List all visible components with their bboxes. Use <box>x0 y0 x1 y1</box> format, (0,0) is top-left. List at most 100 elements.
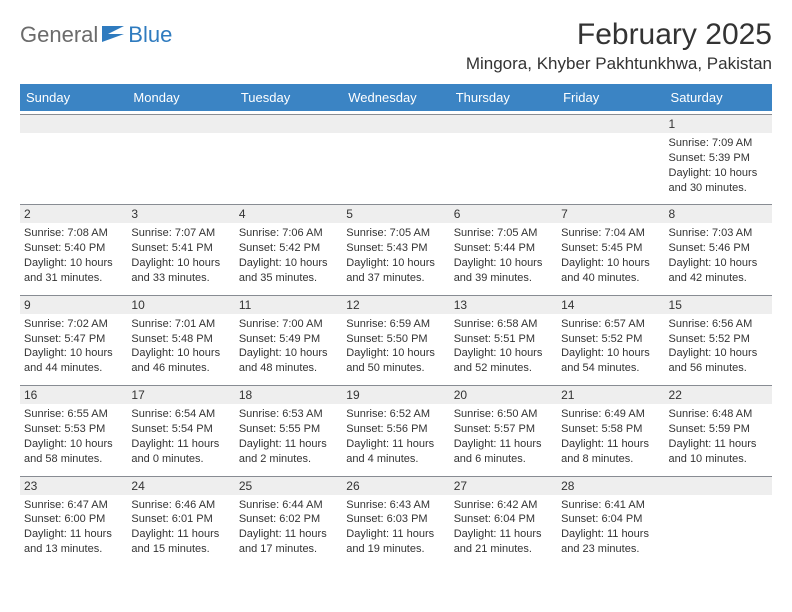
day-number: 21 <box>557 385 664 404</box>
calendar-cell: 17 Sunrise: 6:54 AMSunset: 5:54 PMDayligh… <box>127 382 234 472</box>
sunrise-text: Sunrise: 6:48 AM <box>669 407 768 422</box>
calendar-cell: 23Sunrise: 6:47 AMSunset: 6:00 PMDayligh… <box>20 473 127 563</box>
calendar-cell: 5Sunrise: 7:05 AMSunset: 5:43 PMDaylight… <box>342 201 449 291</box>
day-number: 11 <box>235 295 342 314</box>
daylight-text: Daylight: 11 hours and 8 minutes. <box>561 437 660 467</box>
day-number: 26 <box>342 476 449 495</box>
sunset-text: Sunset: 5:52 PM <box>561 332 660 347</box>
calendar-week: 9Sunrise: 7:02 AMSunset: 5:47 PMDaylight… <box>20 292 772 382</box>
sun-info: Sunrise: 7:09 AMSunset: 5:39 PMDaylight:… <box>669 136 768 195</box>
daylight-text: Daylight: 11 hours and 0 minutes. <box>131 437 230 467</box>
day-number: 14 <box>557 295 664 314</box>
sunset-text: Sunset: 5:50 PM <box>346 332 445 347</box>
daylight-text: Daylight: 10 hours and 48 minutes. <box>239 346 338 376</box>
day-number: 22 <box>665 385 772 404</box>
calendar-cell: 1Sunrise: 7:09 AMSunset: 5:39 PMDaylight… <box>665 111 772 201</box>
weekday-tue: Tuesday <box>235 84 342 111</box>
day-number <box>127 114 234 133</box>
sunset-text: Sunset: 6:04 PM <box>454 512 553 527</box>
daylight-text: Daylight: 11 hours and 15 minutes. <box>131 527 230 557</box>
sunrise-text: Sunrise: 7:01 AM <box>131 317 230 332</box>
calendar-grid: 1Sunrise: 7:09 AMSunset: 5:39 PMDaylight… <box>20 111 772 563</box>
sunset-text: Sunset: 5:49 PM <box>239 332 338 347</box>
daylight-text: Daylight: 11 hours and 13 minutes. <box>24 527 123 557</box>
sunrise-text: Sunrise: 6:46 AM <box>131 498 230 513</box>
daylight-text: Daylight: 10 hours and 35 minutes. <box>239 256 338 286</box>
day-number <box>235 114 342 133</box>
day-number: 2 <box>20 204 127 223</box>
sunrise-text: Sunrise: 6:42 AM <box>454 498 553 513</box>
header: General Blue February 2025 Mingora, Khyb… <box>20 18 772 74</box>
calendar-cell <box>557 111 664 201</box>
daylight-text: Daylight: 11 hours and 4 minutes. <box>346 437 445 467</box>
sun-info: Sunrise: 6:46 AMSunset: 6:01 PMDaylight:… <box>131 498 230 557</box>
calendar-cell <box>20 111 127 201</box>
sun-info: Sunrise: 6:59 AMSunset: 5:50 PMDaylight:… <box>346 317 445 376</box>
sun-info: Sunrise: 6:42 AMSunset: 6:04 PMDaylight:… <box>454 498 553 557</box>
daylight-text: Daylight: 10 hours and 39 minutes. <box>454 256 553 286</box>
sunrise-text: Sunrise: 6:41 AM <box>561 498 660 513</box>
calendar-cell: 3 Sunrise: 7:07 AMSunset: 5:41 PMDaylight… <box>127 201 234 291</box>
sunset-text: Sunset: 5:52 PM <box>669 332 768 347</box>
daylight-text: Daylight: 10 hours and 54 minutes. <box>561 346 660 376</box>
calendar-cell: 15Sunrise: 6:56 AMSunset: 5:52 PMDayligh… <box>665 292 772 382</box>
sunrise-text: Sunrise: 6:55 AM <box>24 407 123 422</box>
sunrise-text: Sunrise: 7:04 AM <box>561 226 660 241</box>
daylight-text: Daylight: 11 hours and 23 minutes. <box>561 527 660 557</box>
sunrise-text: Sunrise: 6:43 AM <box>346 498 445 513</box>
day-number: 19 <box>342 385 449 404</box>
calendar-cell: 11Sunrise: 7:00 AMSunset: 5:49 PMDayligh… <box>235 292 342 382</box>
sunrise-text: Sunrise: 7:09 AM <box>669 136 768 151</box>
calendar-cell: 6 Sunrise: 7:05 AMSunset: 5:44 PMDaylight… <box>450 201 557 291</box>
calendar-cell <box>665 473 772 563</box>
sunrise-text: Sunrise: 7:07 AM <box>131 226 230 241</box>
daylight-text: Daylight: 10 hours and 56 minutes. <box>669 346 768 376</box>
logo-text-general: General <box>20 22 98 48</box>
day-number: 18 <box>235 385 342 404</box>
calendar-week: 1Sunrise: 7:09 AMSunset: 5:39 PMDaylight… <box>20 111 772 201</box>
calendar-cell: 13Sunrise: 6:58 AMSunset: 5:51 PMDayligh… <box>450 292 557 382</box>
sun-info: Sunrise: 6:54 AMSunset: 5:54 PMDaylight:… <box>131 407 230 466</box>
sunrise-text: Sunrise: 7:05 AM <box>454 226 553 241</box>
day-number: 9 <box>20 295 127 314</box>
calendar-cell: 20Sunrise: 6:50 AMSunset: 5:57 PMDayligh… <box>450 382 557 472</box>
sunrise-text: Sunrise: 6:49 AM <box>561 407 660 422</box>
day-number: 28 <box>557 476 664 495</box>
calendar-cell <box>235 111 342 201</box>
calendar-cell: 14 Sunrise: 6:57 AMSunset: 5:52 PMDayligh… <box>557 292 664 382</box>
daylight-text: Daylight: 10 hours and 40 minutes. <box>561 256 660 286</box>
calendar-week: 23Sunrise: 6:47 AMSunset: 6:00 PMDayligh… <box>20 473 772 563</box>
day-number: 12 <box>342 295 449 314</box>
calendar-cell: 10Sunrise: 7:01 AMSunset: 5:48 PMDayligh… <box>127 292 234 382</box>
sun-info: Sunrise: 6:50 AMSunset: 5:57 PMDaylight:… <box>454 407 553 466</box>
calendar-cell: 12 Sunrise: 6:59 AMSunset: 5:50 PMDayligh… <box>342 292 449 382</box>
calendar-cell <box>342 111 449 201</box>
sunset-text: Sunset: 5:42 PM <box>239 241 338 256</box>
sunset-text: Sunset: 5:53 PM <box>24 422 123 437</box>
calendar-cell: 25Sunrise: 6:44 AMSunset: 6:02 PMDayligh… <box>235 473 342 563</box>
day-number: 25 <box>235 476 342 495</box>
day-number: 17 <box>127 385 234 404</box>
calendar-cell <box>450 111 557 201</box>
sun-info: Sunrise: 6:43 AMSunset: 6:03 PMDaylight:… <box>346 498 445 557</box>
sun-info: Sunrise: 7:07 AMSunset: 5:41 PMDaylight:… <box>131 226 230 285</box>
day-number <box>557 114 664 133</box>
weekday-fri: Friday <box>557 84 664 111</box>
day-number: 6 <box>450 204 557 223</box>
sun-info: Sunrise: 6:49 AMSunset: 5:58 PMDaylight:… <box>561 407 660 466</box>
calendar-cell <box>127 111 234 201</box>
calendar-cell: 24Sunrise: 6:46 AMSunset: 6:01 PMDayligh… <box>127 473 234 563</box>
sunset-text: Sunset: 5:54 PM <box>131 422 230 437</box>
sun-info: Sunrise: 6:48 AMSunset: 5:59 PMDaylight:… <box>669 407 768 466</box>
daylight-text: Daylight: 11 hours and 17 minutes. <box>239 527 338 557</box>
sunrise-text: Sunrise: 6:59 AM <box>346 317 445 332</box>
calendar-cell: 19Sunrise: 6:52 AMSunset: 5:56 PMDayligh… <box>342 382 449 472</box>
sunset-text: Sunset: 5:44 PM <box>454 241 553 256</box>
sun-info: Sunrise: 6:57 AMSunset: 5:52 PMDaylight:… <box>561 317 660 376</box>
sunset-text: Sunset: 5:46 PM <box>669 241 768 256</box>
day-number: 3 <box>127 204 234 223</box>
sun-info: Sunrise: 6:47 AMSunset: 6:00 PMDaylight:… <box>24 498 123 557</box>
day-number <box>342 114 449 133</box>
sun-info: Sunrise: 6:53 AMSunset: 5:55 PMDaylight:… <box>239 407 338 466</box>
calendar-cell: 16Sunrise: 6:55 AMSunset: 5:53 PMDayligh… <box>20 382 127 472</box>
